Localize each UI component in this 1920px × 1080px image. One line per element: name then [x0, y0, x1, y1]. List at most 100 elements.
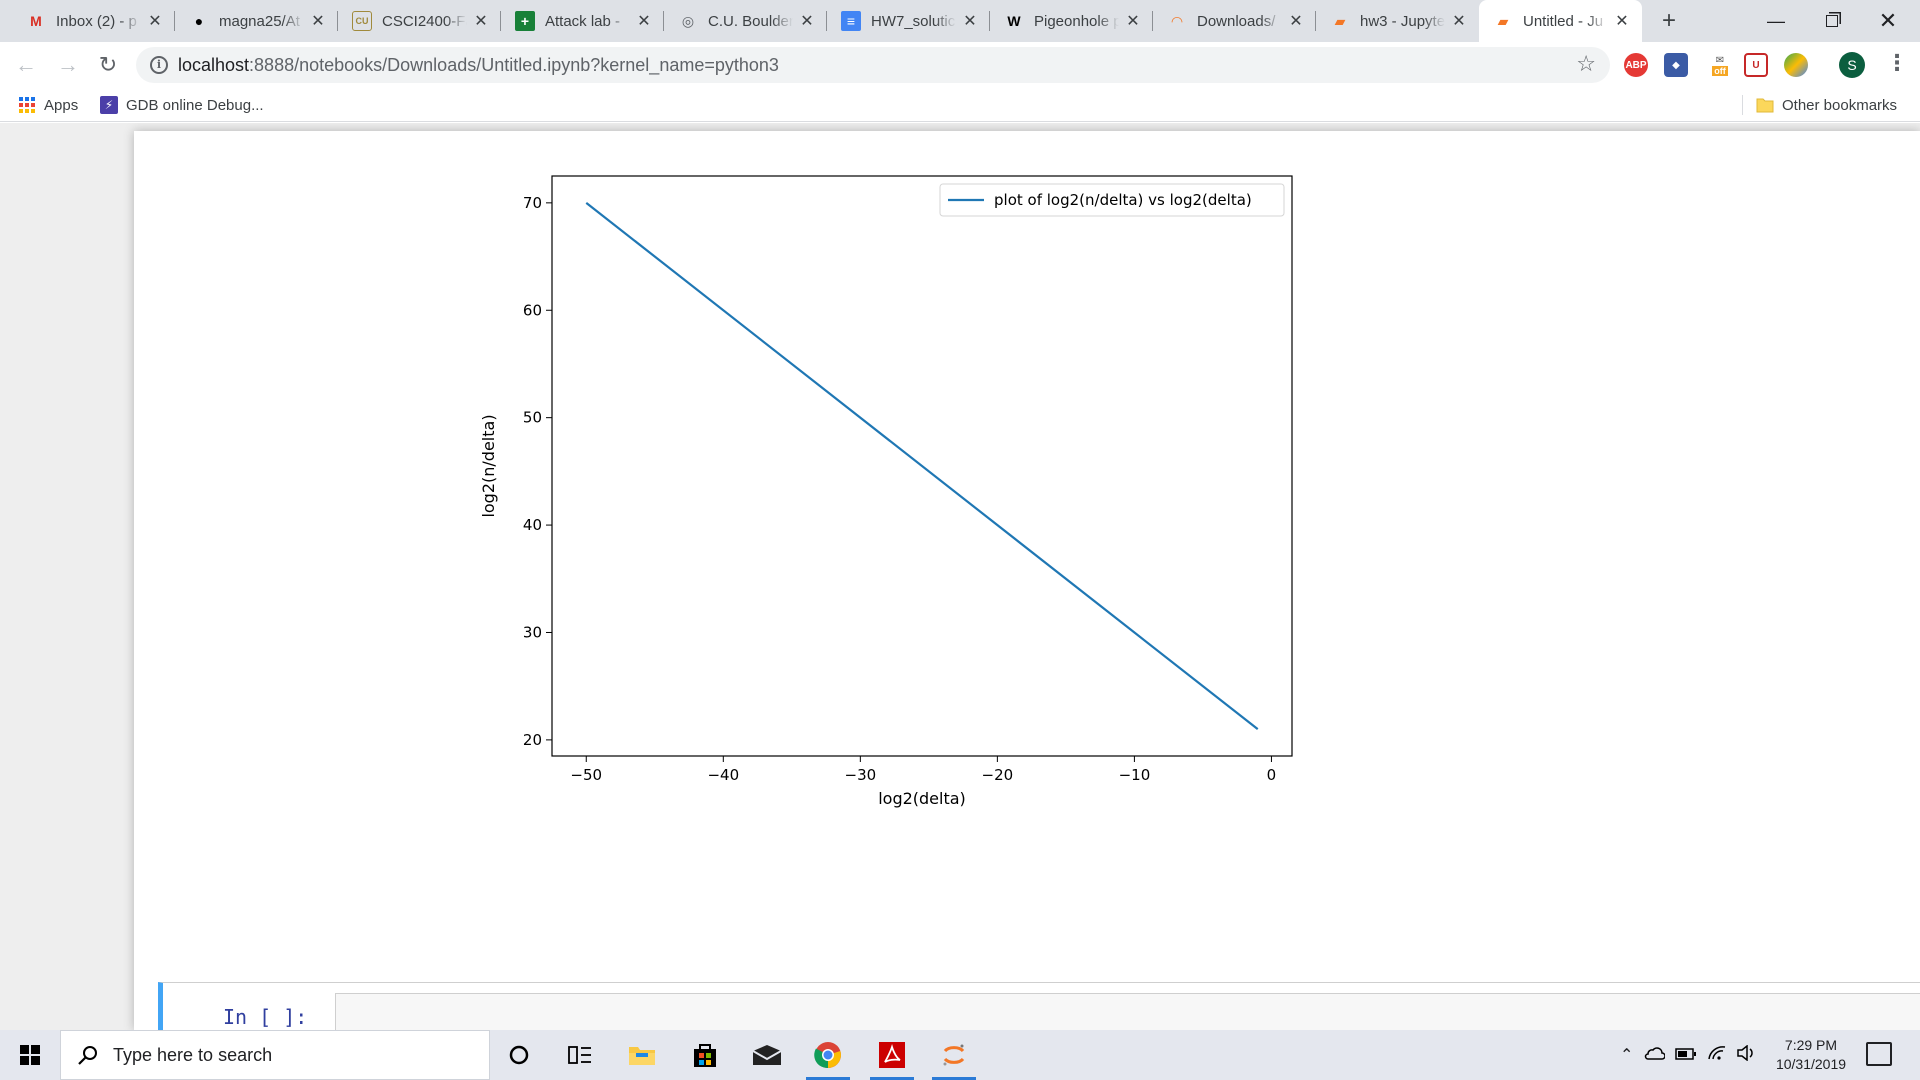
battery-icon[interactable] — [1675, 1047, 1697, 1064]
taskbar-clock[interactable]: 7:29 PM 10/31/2019 — [1768, 1036, 1854, 1074]
forward-button[interactable]: → — [57, 52, 79, 77]
store-button[interactable] — [680, 1035, 730, 1075]
volume-icon[interactable] — [1737, 1044, 1757, 1065]
browser-tab[interactable]: W Pigeonhole p ✕ — [990, 0, 1153, 42]
x-tick-label: −50 — [570, 766, 602, 784]
bookmark-gdb[interactable]: ⚡ GDB online Debug... — [100, 95, 264, 115]
minimize-button[interactable]: — — [1767, 10, 1785, 31]
browser-menu-icon[interactable]: ⋮ — [1886, 50, 1908, 75]
chevron-up-icon[interactable]: ⌃ — [1620, 1047, 1634, 1064]
taskbar-search[interactable]: Type here to search — [60, 1030, 490, 1080]
code-cell[interactable]: In [ ]: — [158, 982, 1920, 1030]
restore-button[interactable] — [1800, 0, 1864, 42]
info-icon[interactable]: i — [150, 56, 168, 74]
tab-close-icon[interactable]: ✕ — [637, 13, 651, 30]
search-placeholder: Type here to search — [113, 1044, 273, 1065]
globe-icon: ◎ — [681, 12, 695, 29]
jupyter-icon — [943, 1044, 965, 1066]
mail-button[interactable] — [742, 1035, 792, 1075]
honey-extension-icon[interactable]: ✉ off — [1708, 53, 1732, 77]
tab-title: C.U. Boulder — [708, 12, 793, 30]
folder-icon — [1756, 96, 1774, 114]
browser-tab[interactable]: ▰ hw3 - Jupyte ✕ — [1316, 0, 1479, 42]
browser-tab[interactable]: ● magna25/At ✕ — [175, 0, 338, 42]
wikipedia-icon: W — [1007, 13, 1021, 29]
browser-tab[interactable]: + Attack lab - ✕ — [501, 0, 664, 42]
series-line — [585, 201, 1259, 731]
tab-title: hw3 - Jupyte — [1360, 12, 1445, 30]
tab-separator — [1152, 11, 1153, 31]
restore-icon — [1826, 15, 1838, 27]
new-tab-button[interactable]: + — [1661, 7, 1676, 34]
address-bar[interactable]: i localhost:8888/notebooks/Downloads/Unt… — [136, 47, 1610, 83]
close-window-button[interactable]: ✕ — [1878, 8, 1898, 33]
task-view-button[interactable] — [555, 1035, 605, 1075]
pocket-extension-icon[interactable]: U — [1744, 53, 1768, 77]
x-tick-label: −10 — [1119, 766, 1151, 784]
tab-separator — [337, 11, 338, 31]
start-button[interactable] — [0, 1030, 60, 1080]
browser-tab[interactable]: ◎ C.U. Boulder ✕ — [664, 0, 827, 42]
tab-separator — [663, 11, 664, 31]
y-tick-label: 20 — [523, 731, 542, 749]
github-icon: ● — [194, 13, 204, 29]
bookmark-star-icon[interactable]: ☆ — [1576, 51, 1596, 76]
clock-date: 10/31/2019 — [1775, 1056, 1847, 1072]
plot-axes: −50 −40 −30 −20 −10 0 20 30 40 50 60 70 log2(delta) l… — [479, 175, 1293, 808]
bookmark-apps[interactable]: Apps — [18, 95, 78, 115]
acrobat-button[interactable] — [867, 1035, 917, 1080]
file-explorer-button[interactable] — [617, 1035, 667, 1075]
x-tick-label: 0 — [1267, 766, 1277, 784]
tab-close-icon[interactable]: ✕ — [1452, 13, 1466, 30]
url-text[interactable]: localhost:8888/notebooks/Downloads/Untit… — [178, 55, 779, 76]
y-axis-label: log2(n/delta) — [479, 414, 498, 517]
tab-close-icon[interactable]: ✕ — [800, 13, 814, 30]
adblock-extension-icon[interactable]: ABP — [1624, 53, 1648, 77]
tab-title: HW7_solutic — [871, 12, 956, 30]
browser-tab[interactable]: M Inbox (2) - p ✕ — [12, 0, 175, 42]
tab-title: Attack lab - — [545, 12, 621, 30]
page-viewport: −50 −40 −30 −20 −10 0 20 30 40 50 60 70 log2(delta) l… — [0, 123, 1920, 1030]
puzzle-extension-icon[interactable]: ◆ — [1664, 53, 1688, 77]
tab-close-icon[interactable]: ✕ — [1615, 13, 1629, 30]
bookmarks-bar: Apps ⚡ GDB online Debug... Other bookmar… — [0, 88, 1920, 122]
wifi-icon[interactable] — [1707, 1045, 1727, 1065]
tab-close-icon[interactable]: ✕ — [1289, 13, 1303, 30]
google-earth-extension-icon[interactable] — [1784, 53, 1808, 77]
tab-separator — [500, 11, 501, 31]
notifications-icon[interactable] — [1866, 1042, 1892, 1066]
cell-input[interactable] — [335, 993, 1920, 1030]
ext-off-label: off — [1712, 65, 1728, 76]
profile-avatar[interactable]: S — [1839, 52, 1865, 78]
tab-separator — [1315, 11, 1316, 31]
tab-close-icon[interactable]: ✕ — [311, 13, 325, 30]
jupyter-taskbar-button[interactable] — [929, 1035, 979, 1080]
bookmark-apps-label: Apps — [44, 96, 79, 114]
tab-separator — [174, 11, 175, 31]
browser-tab[interactable]: ▰ Untitled - Ju ✕ — [1479, 0, 1642, 42]
tab-close-icon[interactable]: ✕ — [1126, 13, 1140, 30]
tab-close-icon[interactable]: ✕ — [963, 13, 977, 30]
bookmark-other[interactable]: Other bookmarks — [1756, 95, 1897, 115]
browser-tab[interactable]: CU CSCI2400-Fa ✕ — [338, 0, 501, 42]
sheets-icon: + — [515, 11, 535, 31]
back-button[interactable]: ← — [15, 52, 37, 77]
onedrive-icon[interactable] — [1643, 1046, 1667, 1064]
tab-title: magna25/At — [219, 12, 300, 30]
system-tray: ⌃ — [1620, 1030, 1757, 1080]
cortana-button[interactable] — [494, 1035, 544, 1075]
lightning-icon: ⚡ — [100, 96, 118, 114]
search-icon — [77, 1044, 99, 1066]
tab-separator — [989, 11, 990, 31]
browser-tab[interactable]: ≡ HW7_solutic ✕ — [827, 0, 990, 42]
notebook-icon: ▰ — [1334, 12, 1346, 29]
tab-close-icon[interactable]: ✕ — [148, 13, 162, 30]
cell-prompt: In [ ]: — [223, 1005, 308, 1029]
tab-close-icon[interactable]: ✕ — [474, 13, 488, 30]
chrome-icon — [814, 1042, 841, 1069]
tab-title: Inbox (2) - p — [56, 12, 137, 30]
reload-button[interactable]: ↻ — [98, 52, 118, 77]
browser-tab[interactable]: ◠ Downloads/ ✕ — [1153, 0, 1316, 42]
chrome-button[interactable] — [803, 1035, 853, 1080]
bookmarks-divider — [1742, 95, 1743, 115]
